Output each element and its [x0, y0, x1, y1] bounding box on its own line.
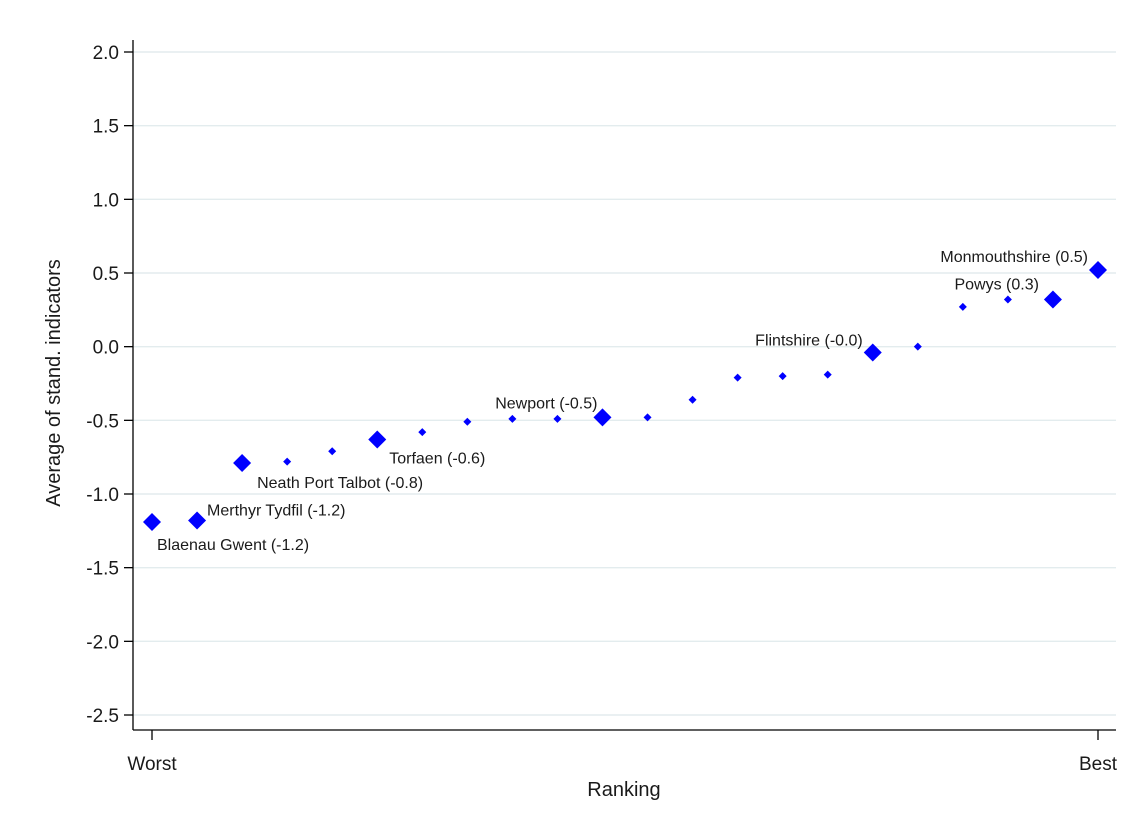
- point-label: Neath Port Talbot (-0.8): [257, 475, 423, 492]
- y-tick-label: 2.0: [93, 43, 119, 64]
- highlight-point: [188, 511, 207, 530]
- y-tick-label: -0.5: [86, 411, 119, 432]
- y-axis-title: Average of stand. indicators: [43, 259, 65, 507]
- data-points: [143, 261, 1107, 531]
- highlight-point: [1089, 261, 1107, 280]
- y-tick-label: -1.5: [86, 559, 119, 580]
- y-tick-label: 0.0: [93, 338, 119, 359]
- data-point: [508, 414, 517, 423]
- y-tick-label: 0.5: [93, 264, 119, 285]
- data-point: [913, 342, 922, 351]
- data-point: [688, 395, 697, 404]
- data-point: [823, 370, 832, 379]
- x-tick-label: Best: [1079, 754, 1118, 775]
- x-axis-title: Ranking: [587, 779, 660, 801]
- point-label: Monmouthshire (0.5): [940, 249, 1088, 266]
- highlight-point: [143, 512, 161, 531]
- data-point: [643, 413, 652, 422]
- data-point: [733, 373, 742, 382]
- highlight-point: [1043, 290, 1062, 309]
- x-tick-label: Worst: [127, 754, 177, 775]
- point-label: Newport (-0.5): [495, 395, 597, 412]
- highlight-point: [863, 343, 882, 362]
- y-tick-label: -1.0: [86, 485, 119, 506]
- point-label: Merthyr Tydfil (-1.2): [207, 503, 345, 520]
- data-point: [463, 417, 472, 426]
- data-point: [328, 447, 337, 456]
- point-label: Torfaen (-0.6): [389, 450, 485, 467]
- point-labels: Blaenau Gwent (-1.2) Merthyr Tydfil (-1.2…: [157, 249, 1088, 554]
- data-point: [418, 428, 427, 437]
- x-axis-ticks: Worst Best: [127, 730, 1118, 775]
- data-point: [958, 302, 967, 311]
- y-tick-label: -2.0: [86, 632, 119, 653]
- y-axis-ticks: 2.0 1.5 1.0 0.5 0.0 -0.5 -1.0 -1.5 -2.0 -2.5: [86, 43, 133, 727]
- data-point: [1003, 295, 1012, 304]
- y-tick-label: -2.5: [86, 706, 119, 727]
- highlight-point: [593, 408, 612, 427]
- data-point: [553, 414, 562, 423]
- gridlines: [133, 51, 1116, 716]
- point-label: Powys (0.3): [954, 277, 1038, 294]
- data-point: [778, 372, 787, 381]
- highlight-point: [233, 454, 252, 473]
- point-label: Flintshire (-0.0): [755, 333, 863, 350]
- y-tick-label: 1.5: [93, 117, 119, 138]
- axes: [132, 40, 1116, 731]
- highlight-point: [368, 430, 387, 449]
- data-point: [283, 457, 292, 466]
- point-label: Blaenau Gwent (-1.2): [157, 537, 309, 554]
- y-tick-label: 1.0: [93, 190, 119, 211]
